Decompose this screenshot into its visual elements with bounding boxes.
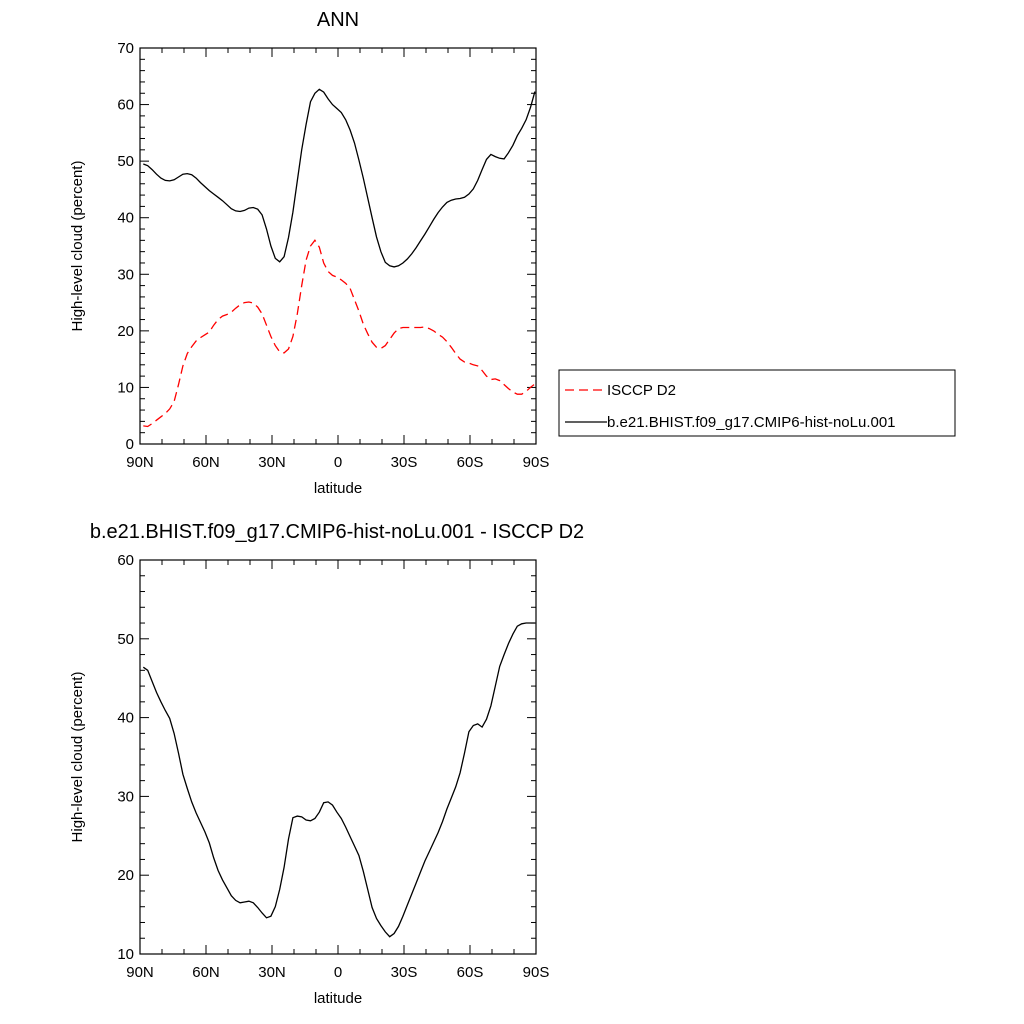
y-tick-label: 50: [117, 631, 134, 648]
y-axis-label: High-level cloud (percent): [69, 161, 86, 332]
x-tick-label: 30N: [258, 964, 286, 981]
x-tick-label: 90N: [126, 964, 154, 981]
x-tick-label: 60N: [192, 964, 220, 981]
x-tick-label: 30S: [391, 964, 418, 981]
x-tick-label: 0: [334, 454, 342, 471]
legend: ISCCP D2 b.e21.BHIST.f09_g17.CMIP6-hist-n…: [558, 369, 956, 437]
x-tick-label: 60S: [457, 964, 484, 981]
x-axis-label: latitude: [314, 480, 362, 497]
series-line-0: [143, 239, 536, 428]
y-tick-label: 30: [117, 788, 134, 805]
x-tick-label: 0: [334, 964, 342, 981]
y-tick-label: 20: [117, 323, 134, 340]
y-tick-label: 40: [117, 210, 134, 227]
series-line-1: [143, 88, 536, 268]
y-axis-label: High-level cloud (percent): [69, 672, 86, 843]
x-tick-label: 60N: [192, 454, 220, 471]
y-tick-label: 70: [117, 40, 134, 57]
y-tick-label: 60: [117, 97, 134, 114]
plot-frame: [139, 559, 537, 955]
y-tick-label: 30: [117, 266, 134, 283]
y-tick-label: 20: [117, 867, 134, 884]
x-tick-label: 90S: [523, 454, 550, 471]
x-axis-label: latitude: [314, 990, 362, 1007]
x-tick-label: 90S: [523, 964, 550, 981]
x-tick-label: 90N: [126, 454, 154, 471]
legend-entry: ISCCP D2: [607, 382, 676, 399]
y-tick-label: 50: [117, 153, 134, 170]
series-line-0: [142, 622, 535, 938]
x-tick-label: 30N: [258, 454, 286, 471]
plot-frame: [139, 47, 537, 445]
x-tick-label: 60S: [457, 454, 484, 471]
chart-difference: b.e21.BHIST.f09_g17.CMIP6-hist-noLu.001 …: [69, 521, 584, 1007]
y-tick-label: 0: [126, 436, 134, 453]
chart-title: ANN: [317, 9, 359, 31]
legend-box: [558, 369, 956, 437]
chart-title: b.e21.BHIST.f09_g17.CMIP6-hist-noLu.001 …: [90, 521, 584, 543]
y-tick-label: 10: [117, 946, 134, 963]
y-tick-label: 40: [117, 710, 134, 727]
y-tick-label: 10: [117, 379, 134, 396]
x-tick-label: 30S: [391, 454, 418, 471]
y-tick-label: 60: [117, 552, 134, 569]
chart-ann: ANN 0 10 20 30 40 50 60 70 90N 60N 30N 0 30S 60S 90S lat…: [69, 9, 956, 497]
legend-entry: b.e21.BHIST.f09_g17.CMIP6-hist-noLu.001: [607, 414, 896, 431]
